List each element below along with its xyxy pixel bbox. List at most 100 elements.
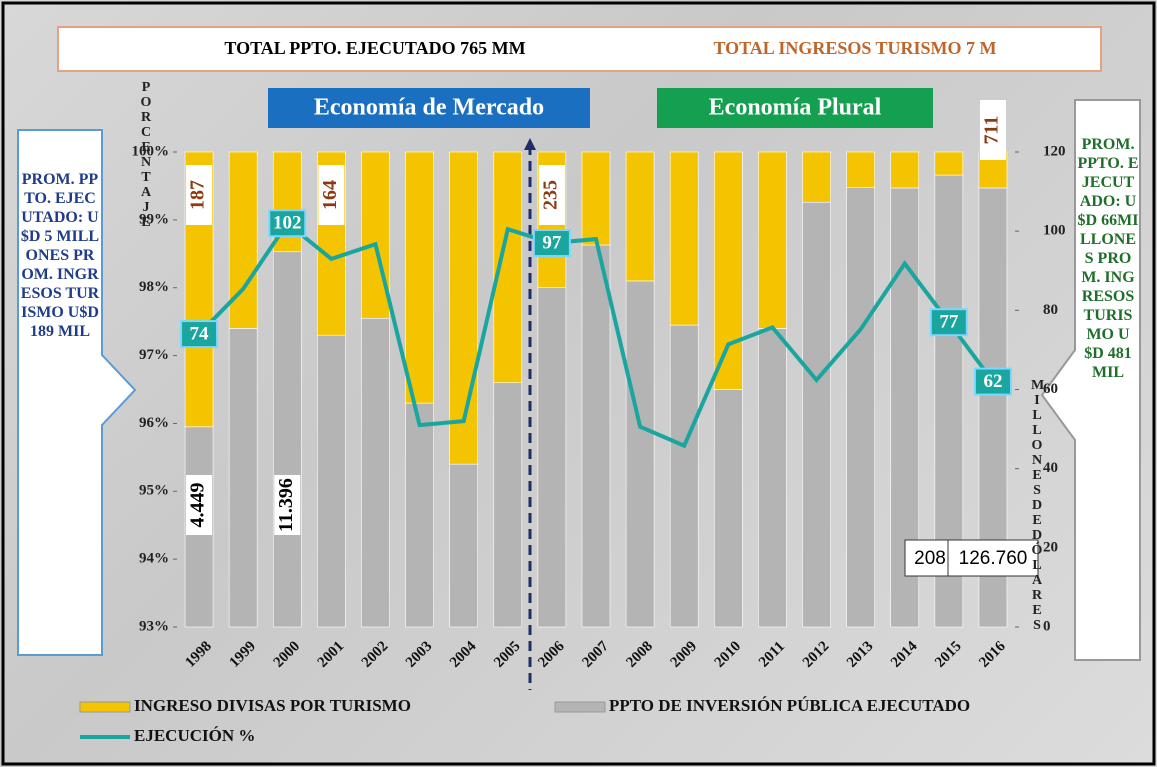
x-tick-label: 2002 bbox=[359, 638, 392, 671]
x-tick-label: 2011 bbox=[756, 639, 788, 671]
note-left: PROM. PPTO. EJECUTADO: U$D 5 MILLONES PR… bbox=[20, 171, 100, 340]
y2-tick-label: 40 bbox=[1043, 460, 1058, 476]
x-tick-label: 1998 bbox=[182, 638, 215, 671]
legend-label: INGRESO DIVISAS POR TURISMO bbox=[134, 696, 411, 715]
annotation: 711 bbox=[981, 116, 1003, 145]
y-axis-label: PORCENTAJE bbox=[140, 80, 152, 230]
annotation-box bbox=[979, 100, 1006, 160]
bar bbox=[317, 334, 346, 628]
x-tick-label: 2004 bbox=[447, 638, 480, 671]
x-tick-label: 2006 bbox=[535, 638, 568, 671]
note-right: PROM. PPTO. EJECUTADO: U$D 66MILLONES PR… bbox=[1077, 136, 1139, 381]
annotation: 11.396 bbox=[275, 478, 297, 532]
header-box bbox=[57, 26, 1102, 72]
bar bbox=[758, 151, 787, 329]
y-tick-label: 100% bbox=[132, 143, 170, 159]
bar bbox=[449, 463, 478, 628]
data-label: 102 bbox=[273, 213, 302, 234]
annotation-box bbox=[947, 539, 1039, 577]
x-tick-label: 1999 bbox=[226, 638, 259, 671]
period-left-box bbox=[268, 88, 590, 128]
header-right: TOTAL INGRESOS TURISMO 7 M bbox=[713, 38, 996, 58]
period-left: Economía de Mercado bbox=[314, 95, 544, 121]
y-tick-label: 93% bbox=[139, 618, 169, 634]
bar bbox=[846, 186, 875, 628]
annotation-box bbox=[904, 539, 956, 577]
period-right: Economía Plural bbox=[709, 95, 882, 121]
period-right-box bbox=[657, 88, 933, 128]
bar bbox=[537, 287, 567, 628]
bar bbox=[493, 382, 523, 628]
legend-swatch bbox=[554, 701, 606, 713]
y2-tick-label: 20 bbox=[1043, 539, 1058, 555]
y-tick-label: 97% bbox=[139, 347, 169, 363]
bar bbox=[802, 201, 831, 628]
right-arrow bbox=[1040, 99, 1141, 661]
y-tick-label: 98% bbox=[139, 279, 169, 295]
y-tick-label: 95% bbox=[139, 483, 169, 499]
bar bbox=[361, 151, 390, 319]
y-tick-label: 99% bbox=[139, 211, 169, 227]
data-label-box bbox=[929, 308, 968, 337]
bar bbox=[669, 324, 699, 628]
y-tick-label: 94% bbox=[139, 551, 169, 567]
x-tick-label: 2003 bbox=[403, 638, 436, 671]
header-left: TOTAL PPTO. EJECUTADO 765 MM bbox=[224, 38, 525, 58]
annotation: 235 bbox=[539, 180, 561, 210]
annotation-box bbox=[318, 165, 345, 225]
bar bbox=[890, 151, 920, 189]
annotation: 187 bbox=[187, 180, 209, 210]
bar bbox=[934, 151, 964, 176]
annotation: 4.449 bbox=[187, 483, 209, 528]
legend-swatch bbox=[79, 701, 131, 713]
y2-tick-label: 120 bbox=[1043, 143, 1066, 159]
x-tick-label: 2005 bbox=[491, 638, 524, 671]
bar bbox=[405, 402, 434, 628]
line-series bbox=[197, 220, 995, 449]
data-label: 74 bbox=[190, 323, 210, 344]
data-label-box bbox=[973, 367, 1012, 396]
x-tick-label: 2015 bbox=[932, 638, 965, 671]
legend-label: PPTO DE INVERSIÓN PÚBLICA EJECUTADO bbox=[609, 696, 970, 715]
bar bbox=[228, 151, 258, 329]
bar bbox=[361, 317, 390, 628]
data-label: 62 bbox=[983, 371, 1002, 392]
annotation-box bbox=[186, 475, 213, 535]
data-label-box bbox=[532, 229, 571, 258]
bar bbox=[228, 328, 258, 628]
annotation-box bbox=[538, 165, 565, 225]
y-tick-label: 96% bbox=[139, 415, 169, 431]
data-label-box bbox=[268, 209, 307, 238]
bar bbox=[272, 251, 302, 628]
bar bbox=[669, 151, 699, 326]
y2-axis-label: MILLONES DE DÓLARES bbox=[1031, 378, 1045, 633]
annotation: 208 bbox=[914, 548, 946, 569]
annotation-box bbox=[274, 475, 301, 535]
x-tick-label: 2014 bbox=[888, 638, 921, 671]
left-arrow bbox=[17, 129, 137, 656]
y2-tick-label: 100 bbox=[1043, 223, 1066, 239]
y2-tick-label: 0 bbox=[1043, 618, 1051, 634]
x-tick-label: 2012 bbox=[800, 638, 833, 671]
legend-label: EJECUCIÓN % bbox=[134, 726, 255, 745]
x-tick-label: 2009 bbox=[668, 638, 701, 671]
bar bbox=[581, 244, 611, 628]
x-tick-label: 2013 bbox=[844, 638, 877, 671]
bar bbox=[625, 151, 655, 282]
annotation: 126.760 bbox=[959, 548, 1028, 569]
x-tick-label: 2008 bbox=[623, 638, 656, 671]
bar bbox=[581, 151, 611, 246]
data-label-box bbox=[180, 320, 219, 349]
x-tick-label: 2007 bbox=[579, 638, 612, 671]
divider-head bbox=[524, 138, 536, 150]
bar bbox=[758, 328, 787, 628]
y2-tick-label: 80 bbox=[1043, 302, 1058, 318]
bar bbox=[802, 151, 831, 203]
data-label: 97 bbox=[542, 232, 562, 253]
bar bbox=[714, 389, 743, 628]
bar bbox=[625, 280, 655, 628]
x-tick-label: 2010 bbox=[712, 638, 745, 671]
